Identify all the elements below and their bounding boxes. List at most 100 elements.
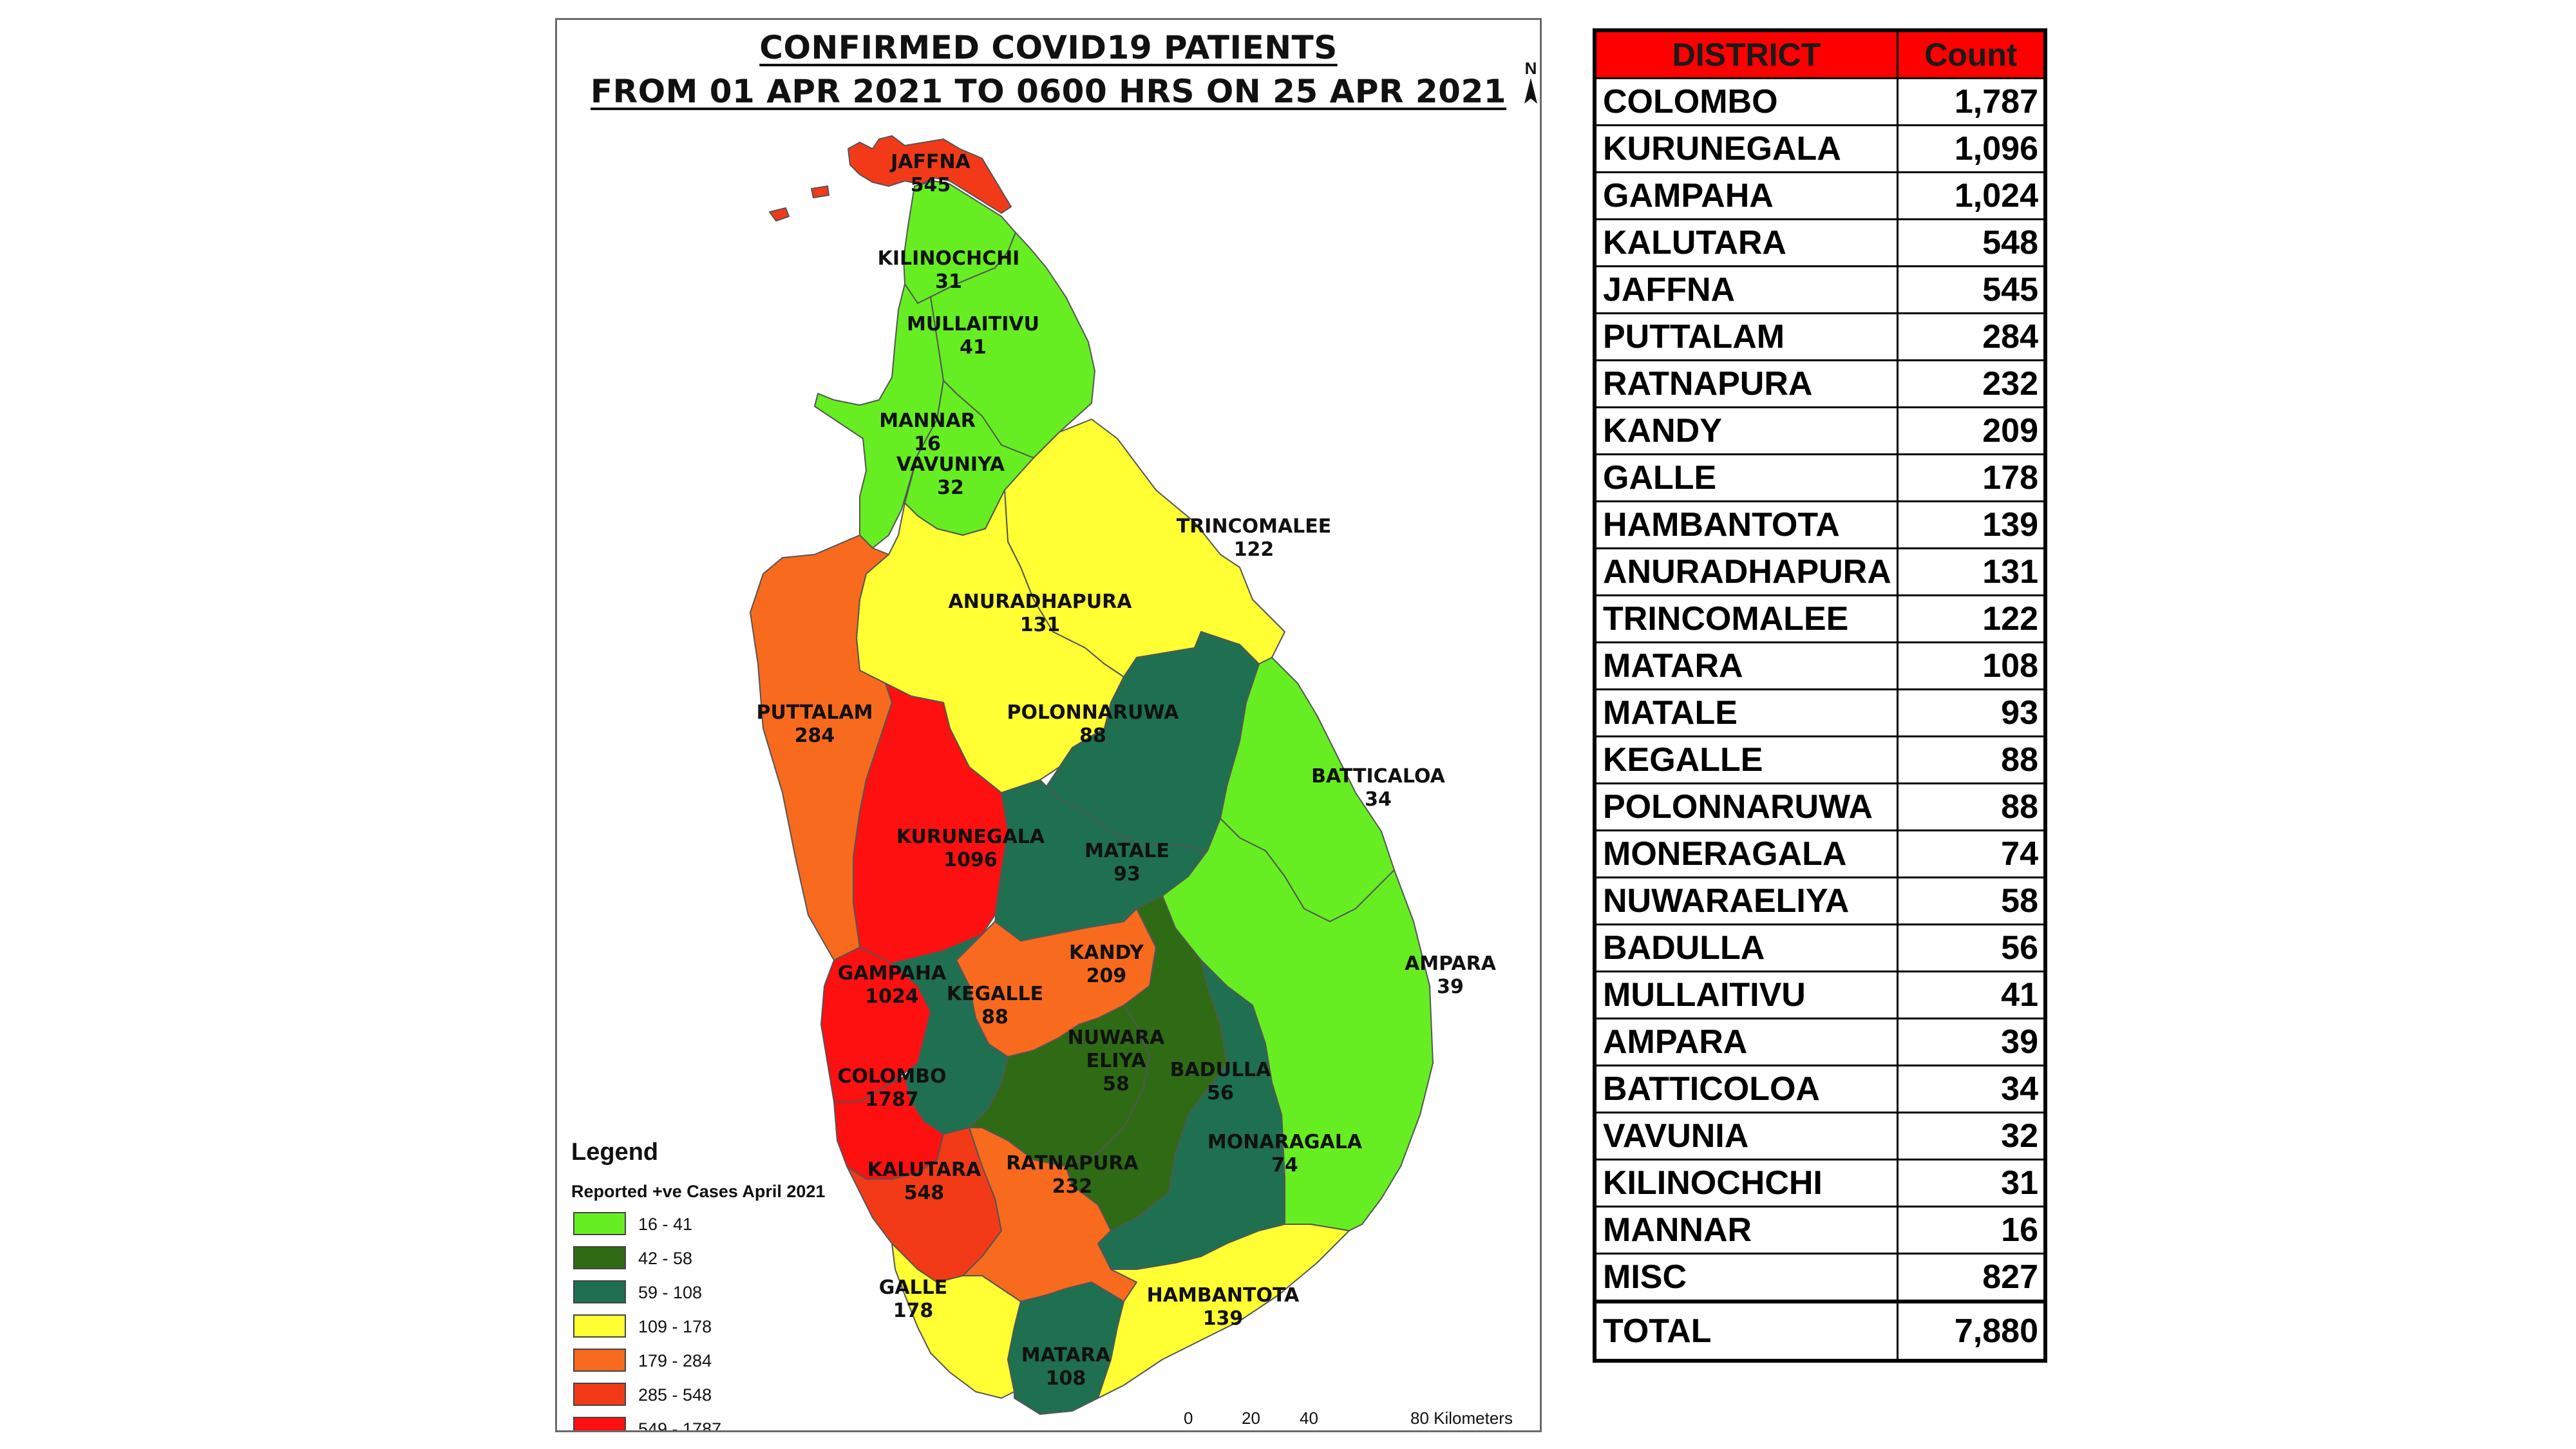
- district-cell: KEGALLE: [1593, 735, 1899, 784]
- district-value: 139: [1203, 1307, 1244, 1330]
- north-arrow-icon: N: [1524, 59, 1537, 104]
- district-count-table: DISTRICT Count COLOMBO 1,787 KURUNEGALA 1,0…: [1593, 28, 2047, 1363]
- table-row: POLONNARUWA 88: [1593, 782, 2047, 831]
- table-row: AMPARA 39: [1593, 1018, 2047, 1066]
- count-cell: 93: [1896, 688, 2047, 737]
- district-name: KANDY: [1069, 942, 1144, 964]
- district-value: 58: [1103, 1073, 1130, 1095]
- count-cell: 74: [1896, 829, 2047, 878]
- district-cell: COLOMBO: [1593, 77, 1899, 126]
- legend-label: 549 - 1787: [638, 1419, 721, 1430]
- district-value: 88: [981, 1006, 1009, 1028]
- district-cell: MISC: [1593, 1253, 1899, 1303]
- district-cell: POLONNARUWA: [1593, 782, 1899, 831]
- legend-label: 42 - 58: [638, 1249, 692, 1268]
- district-cell: MONERAGALA: [1593, 829, 1899, 878]
- table-row-total: TOTAL 7,880: [1593, 1300, 2047, 1362]
- table-row: HAMBANTOTA 139: [1593, 500, 2047, 549]
- legend-label: 59 - 108: [638, 1283, 702, 1302]
- count-cell: 7,880: [1896, 1300, 2047, 1362]
- table-row: COLOMBO 1,787: [1593, 77, 2047, 126]
- legend-subtitle: Reported +ve Cases April 2021: [571, 1182, 825, 1201]
- legend-swatch: [573, 1280, 626, 1303]
- district-name: AMPARA: [1405, 952, 1497, 975]
- district-cell: TRINCOMALEE: [1593, 594, 1899, 643]
- count-cell: 34: [1896, 1065, 2047, 1113]
- legend-label: 109 - 178: [638, 1317, 712, 1336]
- table-row: BATTICOLOA 34: [1593, 1065, 2047, 1113]
- district-cell: MATARA: [1593, 641, 1899, 690]
- map-panel: JAFFNA 545 KILINOCHCHI 31 MULLAITIVU 41 MANNAR…: [555, 18, 1542, 1432]
- district-value: 88: [1079, 724, 1106, 747]
- legend-swatch: [573, 1349, 626, 1372]
- count-cell: 284: [1896, 312, 2047, 361]
- district-cell: MANNAR: [1593, 1206, 1899, 1255]
- district-value: 1787: [865, 1088, 919, 1111]
- district-jaffna: [848, 135, 1012, 214]
- district-value: 232: [1052, 1175, 1093, 1198]
- district-hambantota: [1097, 1224, 1350, 1399]
- scale-label-20: 20: [1242, 1408, 1260, 1428]
- count-cell: 548: [1896, 218, 2047, 267]
- table-row: ANURADHAPURA 131: [1593, 547, 2047, 596]
- count-cell: 31: [1896, 1159, 2047, 1208]
- table-row: MULLAITIVU 41: [1593, 971, 2047, 1019]
- district-value: 1024: [865, 985, 919, 1008]
- count-cell: 178: [1896, 453, 2047, 502]
- district-value: 16: [914, 433, 941, 455]
- legend: Legend Reported +ve Cases April 2021 16 …: [571, 1139, 825, 1430]
- district-name: GAMPAHA: [838, 962, 947, 985]
- district-name: ANURADHAPURA: [949, 591, 1133, 613]
- district-name: PUTTALAM: [756, 701, 873, 724]
- legend-label: 179 - 284: [638, 1351, 712, 1370]
- count-cell: 88: [1896, 782, 2047, 831]
- district-name: VAVUNIYA: [896, 453, 1005, 476]
- district-name: JAFFNA: [889, 151, 971, 173]
- table-row: KILINOCHCHI 31: [1593, 1159, 2047, 1208]
- district-name: RATNAPURA: [1006, 1152, 1139, 1175]
- count-cell: 1,096: [1896, 124, 2047, 173]
- district-value: 39: [1437, 976, 1464, 998]
- map-title-line-2: FROM 01 APR 2021 TO 0600 HRS ON 25 APR 2…: [590, 73, 1507, 110]
- table-row: BADULLA 56: [1593, 923, 2047, 972]
- district-value: ELIYA: [1086, 1050, 1147, 1072]
- district-name: KURUNEGALA: [896, 826, 1045, 848]
- district-name: KALUTARA: [867, 1159, 981, 1181]
- count-cell: 58: [1896, 876, 2047, 925]
- district-cell: KURUNEGALA: [1593, 124, 1899, 173]
- district-value: 34: [1365, 788, 1392, 811]
- district-name: MATARA: [1021, 1344, 1111, 1367]
- district-cell: RATNAPURA: [1593, 359, 1899, 408]
- legend-swatch: [573, 1212, 626, 1235]
- map-title-line-1: CONFIRMED COVID19 PATIENTS: [759, 29, 1338, 66]
- district-cell: HAMBANTOTA: [1593, 500, 1899, 549]
- table-row: MATALE 93: [1593, 688, 2047, 737]
- count-cell: 131: [1896, 547, 2047, 596]
- legend-swatch: [573, 1246, 626, 1269]
- district-cell: PUTTALAM: [1593, 312, 1899, 361]
- district-name: KEGALLE: [947, 983, 1043, 1005]
- count-cell: 108: [1896, 641, 2047, 690]
- district-value: 31: [935, 270, 962, 293]
- district-value: 74: [1271, 1154, 1298, 1177]
- district-name: NUWARA: [1068, 1027, 1166, 1049]
- table-row-misc: MISC 827: [1593, 1253, 2047, 1303]
- count-cell: 545: [1896, 265, 2047, 314]
- count-cell: 88: [1896, 735, 2047, 784]
- count-cell: 41: [1896, 971, 2047, 1019]
- header-district: DISTRICT: [1593, 29, 1899, 79]
- district-name: MANNAR: [879, 410, 976, 432]
